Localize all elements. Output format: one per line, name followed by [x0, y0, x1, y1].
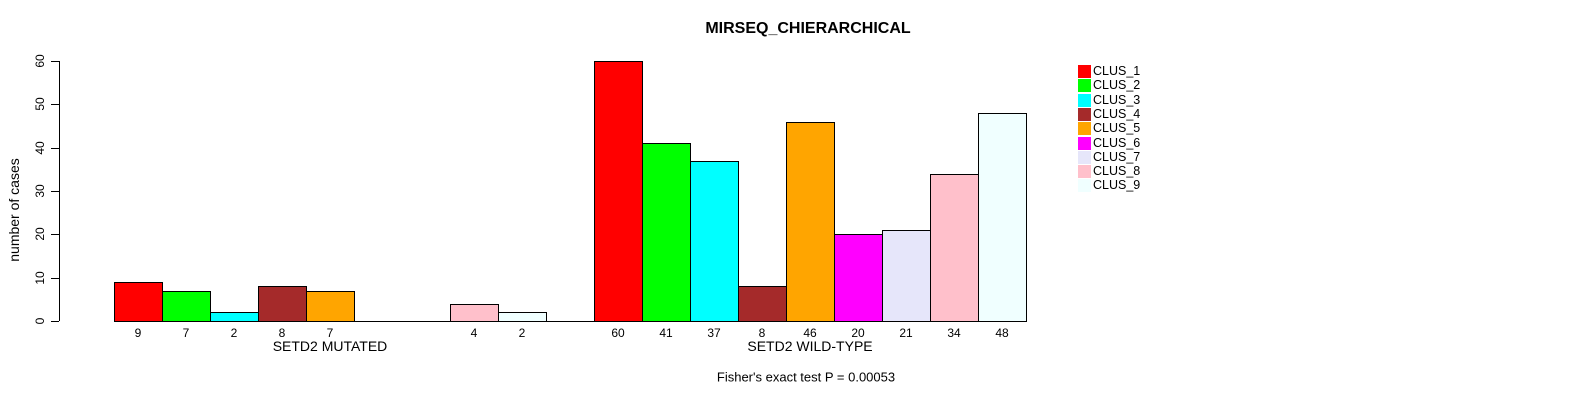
y-axis-tick-label: 10 — [33, 270, 47, 285]
bar-setd2-mutated-clus_2 — [162, 291, 211, 322]
bar-value-label: 7 — [182, 326, 190, 340]
bar-value-label: 37 — [707, 326, 721, 340]
y-axis-line — [59, 61, 60, 321]
legend-label-clus_2: CLUS_2 — [1093, 78, 1141, 93]
legend-swatch-clus_2 — [1078, 79, 1091, 93]
legend-swatch-clus_1 — [1078, 65, 1091, 78]
y-axis-tick-label: 0 — [33, 317, 47, 325]
y-axis-tick — [51, 147, 59, 149]
bar-value-label: 8 — [278, 326, 286, 340]
bar-value-label: 4 — [470, 326, 478, 340]
group-label-setd2-wild-type: SETD2 WILD-TYPE — [747, 338, 873, 354]
legend-swatch-clus_5 — [1078, 122, 1091, 136]
y-axis-tick — [51, 61, 59, 62]
bar-value-label: 60 — [611, 326, 625, 340]
bar-value-label: 20 — [851, 326, 865, 340]
y-axis-tick — [51, 104, 59, 106]
legend-swatch-clus_4 — [1078, 107, 1091, 121]
legend-label-clus_6: CLUS_6 — [1093, 135, 1141, 150]
y-axis-tick-label: 40 — [33, 140, 47, 155]
bar-setd2-wild-type-clus_4 — [738, 286, 787, 322]
bar-setd2-mutated-clus_1 — [114, 282, 163, 322]
group-label-setd2-mutated: SETD2 MUTATED — [272, 338, 388, 354]
x-baseline — [114, 321, 1026, 322]
y-axis-tick-label: 20 — [33, 227, 47, 242]
bar-value-label: 8 — [758, 326, 766, 340]
bar-setd2-wild-type-clus_8 — [930, 174, 979, 322]
legend-label-clus_3: CLUS_3 — [1093, 92, 1141, 107]
legend-label-clus_4: CLUS_4 — [1093, 106, 1141, 121]
bar-setd2-wild-type-clus_7 — [882, 230, 931, 322]
bar-value-label: 34 — [947, 326, 961, 340]
y-axis-tick-label: 30 — [33, 184, 47, 198]
bar-setd2-wild-type-clus_6 — [834, 234, 883, 322]
bar-value-label: 21 — [899, 326, 913, 340]
y-axis-tick — [51, 321, 59, 322]
fisher-test-annotation: Fisher's exact test P = 0.00053 — [716, 369, 896, 385]
bar-setd2-wild-type-clus_9 — [978, 113, 1027, 322]
bar-value-label: 46 — [803, 326, 817, 340]
bar-value-label: 41 — [659, 326, 673, 340]
bar-setd2-mutated-clus_5 — [306, 291, 355, 322]
bar-setd2-wild-type-clus_1 — [594, 61, 643, 322]
bar-value-label: 2 — [518, 326, 526, 340]
legend-label-clus_5: CLUS_5 — [1093, 121, 1141, 136]
legend-label-clus_9: CLUS_9 — [1093, 178, 1141, 193]
legend-label-clus_1: CLUS_1 — [1093, 64, 1141, 78]
bar-value-label: 48 — [995, 326, 1009, 340]
y-axis-tick — [51, 191, 59, 192]
chart-title: MIRSEQ_CHIERARCHICAL — [705, 20, 911, 37]
legend-swatch-clus_8 — [1078, 165, 1091, 179]
legend-swatch-clus_9 — [1078, 179, 1091, 193]
legend-label-clus_7: CLUS_7 — [1093, 149, 1141, 164]
y-axis-tick-label: 60 — [33, 54, 47, 68]
bar-value-label: 9 — [134, 326, 142, 340]
legend-swatch-clus_6 — [1078, 136, 1091, 150]
bar-value-label: 2 — [230, 326, 238, 340]
legend-swatch-clus_7 — [1078, 150, 1091, 164]
bar-setd2-wild-type-clus_3 — [690, 161, 739, 322]
bar-setd2-wild-type-clus_5 — [786, 122, 835, 322]
bar-setd2-mutated-clus_3 — [210, 312, 259, 322]
y-axis-tick — [51, 234, 59, 236]
legend-swatch-clus_3 — [1078, 93, 1091, 107]
legend-label-clus_8: CLUS_8 — [1093, 164, 1141, 179]
bar-value-label: 7 — [326, 326, 334, 340]
bar-setd2-wild-type-clus_2 — [642, 143, 691, 322]
bar-setd2-mutated-clus_4 — [258, 286, 307, 322]
bar-setd2-mutated-clus_9 — [498, 312, 547, 322]
bar-setd2-mutated-clus_8 — [450, 304, 499, 322]
y-axis-tick — [51, 277, 59, 279]
y-axis-tick-label: 50 — [33, 97, 47, 112]
